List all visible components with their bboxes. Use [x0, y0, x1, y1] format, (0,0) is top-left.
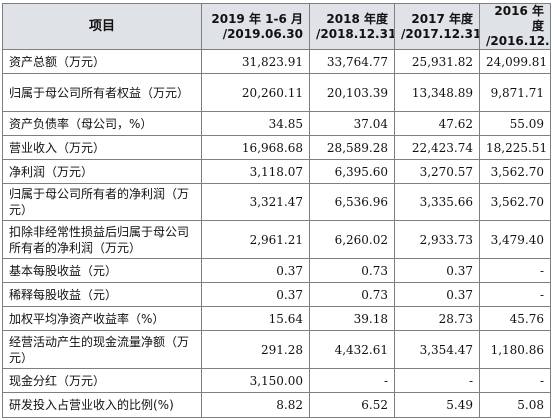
cell-value: 0.73 — [309, 258, 395, 283]
cell-value: 3,150.00 — [201, 368, 310, 393]
table-row: 加权平均净资产收益率（%） 15.64 39.18 28.73 45.76 — [2, 306, 551, 331]
cell-value: 20,103.39 — [309, 73, 395, 112]
cell-value: - — [479, 368, 551, 393]
row-label: 研发投入占营业收入的比例(%) — [2, 392, 202, 418]
cell-value: 20,260.11 — [201, 73, 310, 112]
cell-value: 3,562.70 — [479, 159, 551, 184]
table-row: 归属于母公司所有者权益（万元） 20,260.11 20,103.39 13,3… — [2, 73, 551, 112]
cell-value: 34.85 — [201, 111, 310, 136]
table-row: 稀释每股收益（元） 0.37 0.73 0.37 - — [2, 282, 551, 307]
cell-value: 8.82 — [201, 392, 310, 418]
cell-value: 3,321.47 — [201, 183, 310, 221]
cell-value: 24,099.81 — [479, 49, 551, 74]
cell-value: 22,423.74 — [394, 135, 480, 160]
cell-value: - — [479, 258, 551, 283]
cell-value: 18,225.51 — [479, 135, 551, 160]
cell-value: 2,961.21 — [201, 220, 310, 259]
table-row: 营业收入（万元） 16,968.68 28,589.28 22,423.74 1… — [2, 135, 551, 160]
table-row: 扣除非经常性损益后归属于母公司所有者的净利润（万元） 2,961.21 6,26… — [2, 220, 551, 259]
cell-value: 3,562.70 — [479, 183, 551, 221]
cell-value: 2,933.73 — [394, 220, 480, 259]
cell-value: 55.09 — [479, 111, 551, 136]
cell-value: 33,764.77 — [309, 49, 395, 74]
cell-value: 0.73 — [309, 282, 395, 307]
cell-value: 3,479.40 — [479, 220, 551, 259]
cell-value: 4,432.61 — [309, 330, 395, 369]
financial-data-table: 项目 2019 年 1-6 月 /2019.06.30 2018 年度 /201… — [2, 3, 551, 418]
header-row: 项目 2019 年 1-6 月 /2019.06.30 2018 年度 /201… — [2, 3, 551, 50]
cell-value: 6.52 — [309, 392, 395, 418]
row-label: 加权平均净资产收益率（%） — [2, 306, 202, 331]
row-label: 现金分红（万元） — [2, 368, 202, 393]
cell-value: 3,335.66 — [394, 183, 480, 221]
cell-value: 3,118.07 — [201, 159, 310, 184]
row-label: 经营活动产生的现金流量净额（万元） — [2, 330, 202, 369]
cell-value: 16,968.68 — [201, 135, 310, 160]
cell-value: 28.73 — [394, 306, 480, 331]
cell-value: - — [309, 368, 395, 393]
row-label: 基本每股收益（元） — [2, 258, 202, 283]
cell-value: 5.08 — [479, 392, 551, 418]
cell-value: 3,354.47 — [394, 330, 480, 369]
cell-value: 6,536.96 — [309, 183, 395, 221]
cell-value: 37.04 — [309, 111, 395, 136]
header-2018: 2018 年度 /2018.12.31 — [309, 3, 395, 50]
row-label: 稀释每股收益（元） — [2, 282, 202, 307]
cell-value: 0.37 — [201, 282, 310, 307]
cell-value: 0.37 — [394, 282, 480, 307]
cell-value: 47.62 — [394, 111, 480, 136]
table-row: 经营活动产生的现金流量净额（万元） 291.28 4,432.61 3,354.… — [2, 330, 551, 369]
cell-value: 6,395.60 — [309, 159, 395, 184]
cell-value: 9,871.71 — [479, 73, 551, 112]
cell-value: 15.64 — [201, 306, 310, 331]
row-label: 归属于母公司所有者权益（万元） — [2, 73, 202, 112]
table-row: 净利润（万元） 3,118.07 6,395.60 3,270.57 3,562… — [2, 159, 551, 184]
table-row: 资产总额（万元） 31,823.91 33,764.77 25,931.82 2… — [2, 49, 551, 74]
table-header: 项目 2019 年 1-6 月 /2019.06.30 2018 年度 /201… — [2, 3, 551, 50]
cell-value: 3,270.57 — [394, 159, 480, 184]
cell-value: 13,348.89 — [394, 73, 480, 112]
table-row: 现金分红（万元） 3,150.00 - - - — [2, 368, 551, 393]
cell-value: 0.37 — [201, 258, 310, 283]
row-label: 资产负债率（母公司，%） — [2, 111, 202, 136]
cell-value: 1,180.86 — [479, 330, 551, 369]
header-2016: 2016 年度 /2016.12.31 — [479, 3, 551, 50]
header-2017: 2017 年度 /2017.12.31 — [394, 3, 480, 50]
header-item: 项目 — [2, 3, 202, 50]
row-label: 净利润（万元） — [2, 159, 202, 184]
table-row: 研发投入占营业收入的比例(%) 8.82 6.52 5.49 5.08 — [2, 392, 551, 418]
row-label: 营业收入（万元） — [2, 135, 202, 160]
cell-value: 39.18 — [309, 306, 395, 331]
cell-value: 45.76 — [479, 306, 551, 331]
row-label: 资产总额（万元） — [2, 49, 202, 74]
cell-value: 28,589.28 — [309, 135, 395, 160]
cell-value: 31,823.91 — [201, 49, 310, 74]
row-label: 归属于母公司所有者的净利润（万元） — [2, 183, 202, 221]
table-row: 资产负债率（母公司，%） 34.85 37.04 47.62 55.09 — [2, 111, 551, 136]
header-2019h1: 2019 年 1-6 月 /2019.06.30 — [201, 3, 310, 50]
cell-value: 5.49 — [394, 392, 480, 418]
cell-value: 6,260.02 — [309, 220, 395, 259]
cell-value: 25,931.82 — [394, 49, 480, 74]
table-row: 基本每股收益（元） 0.37 0.73 0.37 - — [2, 258, 551, 283]
cell-value: 0.37 — [394, 258, 480, 283]
cell-value: 291.28 — [201, 330, 310, 369]
table-row: 归属于母公司所有者的净利润（万元） 3,321.47 6,536.96 3,33… — [2, 183, 551, 221]
table-body: 资产总额（万元） 31,823.91 33,764.77 25,931.82 2… — [2, 49, 551, 418]
cell-value: - — [479, 282, 551, 307]
cell-value: - — [394, 368, 480, 393]
row-label: 扣除非经常性损益后归属于母公司所有者的净利润（万元） — [2, 220, 202, 259]
